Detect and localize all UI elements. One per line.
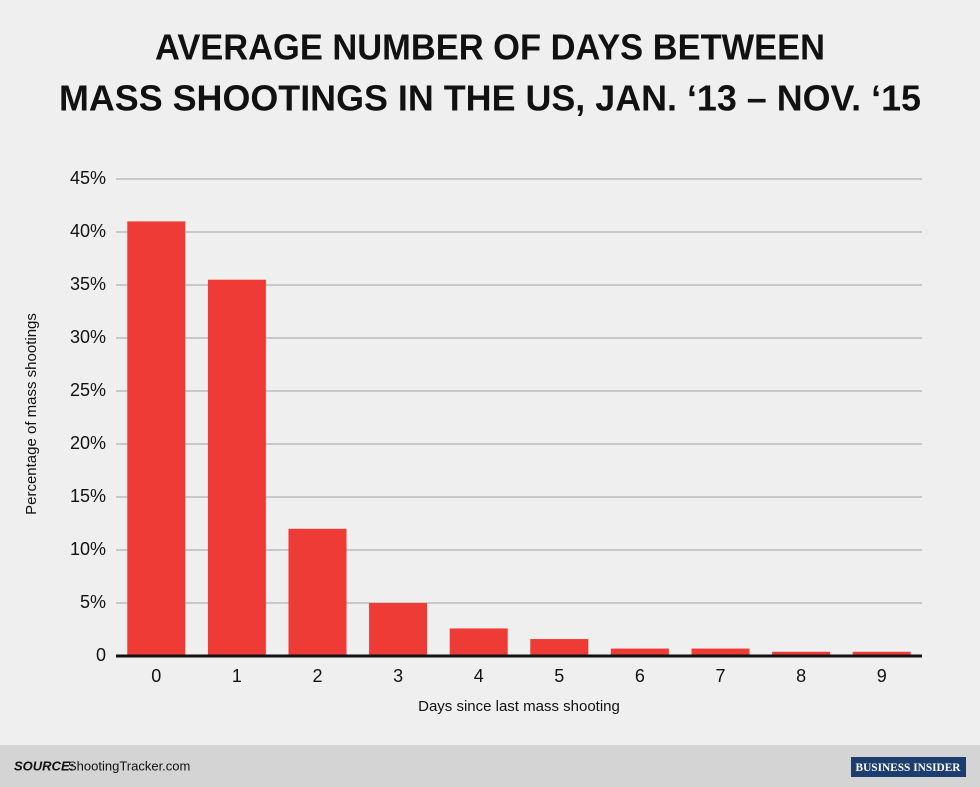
x-tick-label: 2 [312, 666, 322, 686]
chart-title: AVERAGE NUMBER OF DAYS BETWEEN [155, 27, 825, 68]
bar [852, 651, 911, 656]
source: ShootingTracker.com [68, 758, 190, 773]
logo-box [851, 757, 966, 777]
x-tick-label: 0 [151, 666, 161, 686]
x-axis-label: Days since last mass shooting [418, 698, 620, 715]
bar [127, 221, 186, 656]
y-tick-label: 40% [70, 221, 106, 241]
y-axis-label: Percentage of mass shootings [23, 313, 40, 515]
footer-band [0, 745, 980, 787]
y-tick-label: 20% [70, 433, 106, 453]
x-tick-label: 1 [232, 666, 242, 686]
y-tick-label: 10% [70, 539, 106, 559]
y-tick-label: 0 [96, 645, 106, 665]
y-tick-label: 15% [70, 486, 106, 506]
x-tick-label: 6 [635, 666, 645, 686]
bar [691, 648, 750, 656]
x-tick-label: 5 [554, 666, 564, 686]
y-tick-label: 25% [70, 380, 106, 400]
y-tick-label: 45% [70, 168, 106, 188]
bar [610, 648, 669, 656]
bar [369, 603, 428, 656]
bar [772, 651, 831, 656]
x-tick-label: 4 [474, 666, 484, 686]
y-tick-label: 35% [70, 274, 106, 294]
y-tick-label: 30% [70, 327, 106, 347]
chart-title: MASS SHOOTINGS IN THE US, JAN. ‘13 – NOV… [59, 78, 921, 119]
bar [530, 639, 589, 656]
x-tick-label: 7 [715, 666, 725, 686]
x-tick-label: 9 [877, 666, 887, 686]
y-tick-label: 5% [80, 592, 106, 612]
bar [288, 528, 347, 656]
bar [207, 279, 266, 656]
source-label: SOURCE: [14, 758, 74, 773]
logo: BUSINESS INSIDER [856, 760, 961, 774]
bar [449, 628, 508, 656]
x-tick-label: 8 [796, 666, 806, 686]
x-tick-label: 3 [393, 666, 403, 686]
